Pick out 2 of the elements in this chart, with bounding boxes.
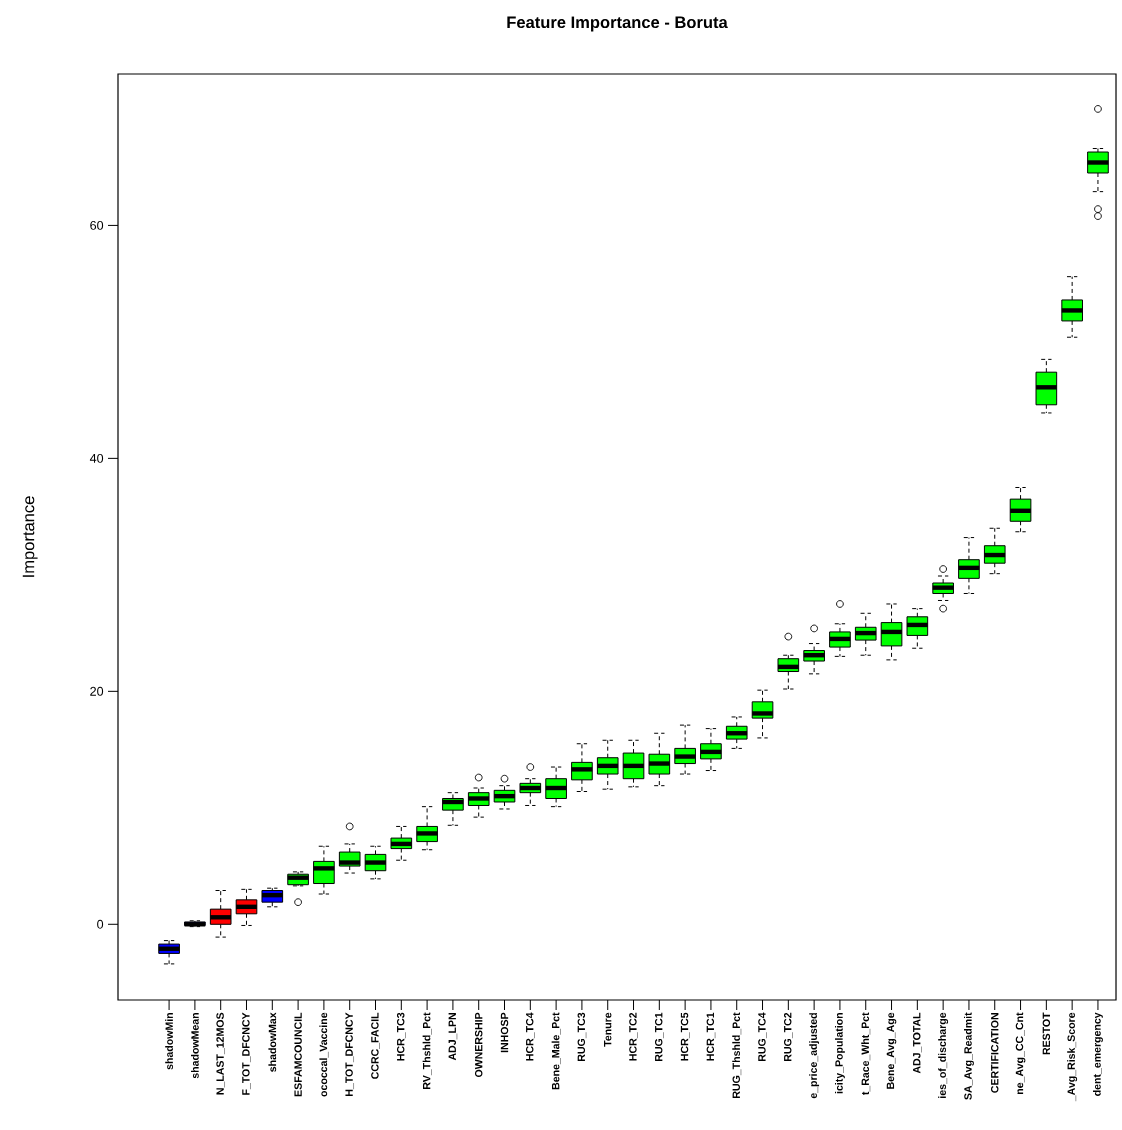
chart-title: Feature Importance - Boruta <box>507 16 728 32</box>
y-axis-title: Importance <box>22 496 38 577</box>
